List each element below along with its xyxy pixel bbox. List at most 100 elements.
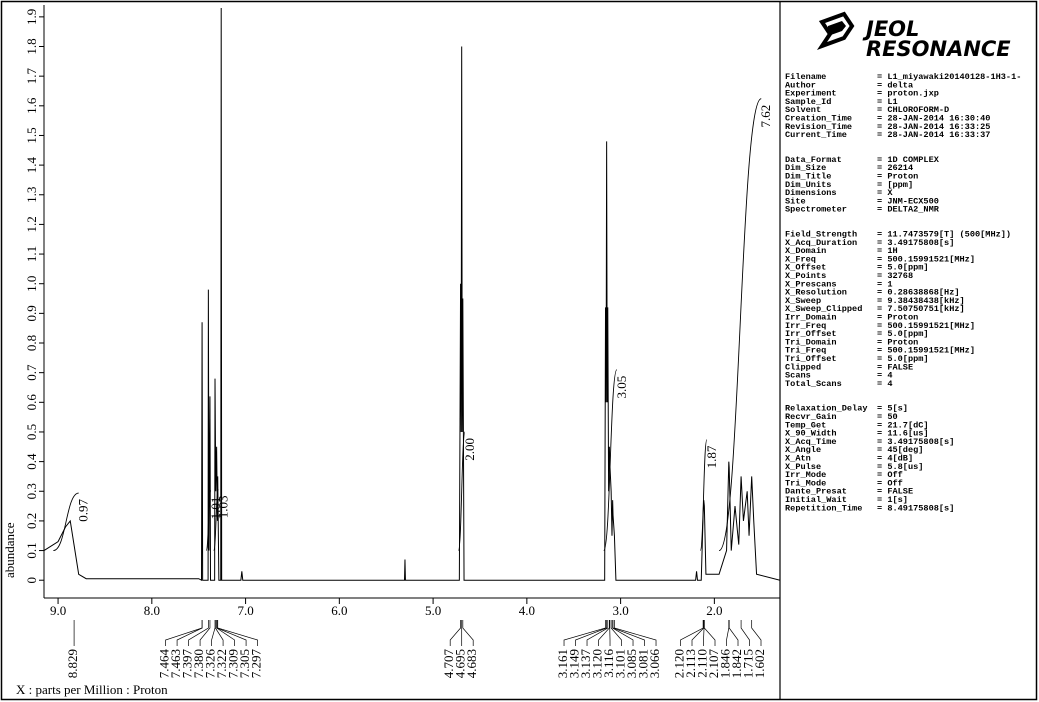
integral-curve bbox=[53, 492, 79, 552]
param-value: = Proton bbox=[877, 337, 918, 347]
peak-connector bbox=[612, 620, 634, 646]
param-value: = 5.8[us] bbox=[877, 462, 923, 472]
param-value: = 1H bbox=[877, 246, 898, 256]
peak-label: 7.397 bbox=[180, 649, 195, 679]
param-key: Tri_Offset bbox=[785, 354, 837, 364]
peak-connector bbox=[586, 620, 609, 646]
param-key: Irr_Offset bbox=[785, 329, 837, 339]
param-key: Irr_Mode bbox=[785, 470, 826, 480]
integral-label: 2.00 bbox=[462, 438, 477, 461]
param-value: = 500.15991521[MHz] bbox=[877, 254, 975, 264]
peak-connector bbox=[176, 620, 203, 646]
param-key: Dim_Units bbox=[785, 180, 831, 190]
peak-label: 7.463 bbox=[168, 649, 183, 678]
param-key: Creation_Time bbox=[785, 114, 852, 124]
y-tick-label: 0.9 bbox=[24, 305, 39, 321]
param-value: = proton.jxp bbox=[877, 89, 939, 99]
param-value: = 28-JAN-2014 16:33:37 bbox=[877, 130, 990, 140]
y-tick-label: 0.6 bbox=[24, 394, 39, 411]
param-value: = 26214 bbox=[877, 163, 913, 173]
integral-curve bbox=[603, 369, 618, 552]
param-value: = L1 bbox=[877, 97, 898, 107]
peak-connector bbox=[563, 620, 606, 646]
y-tick-label: 0.2 bbox=[24, 513, 39, 529]
integral-curve bbox=[205, 490, 212, 552]
param-key: Sample_Id bbox=[785, 97, 831, 107]
param-value: = delta bbox=[877, 80, 913, 90]
param-key: Solvent bbox=[785, 105, 821, 115]
logo-text: JEOL bbox=[862, 17, 919, 41]
peak-label: 3.085 bbox=[624, 649, 639, 678]
y-tick-label: 1.1 bbox=[24, 246, 39, 262]
param-key: X_Sweep bbox=[785, 296, 821, 306]
peak-connector bbox=[216, 620, 235, 646]
param-key: X_Acq_Time bbox=[785, 437, 837, 447]
peak-connector bbox=[614, 620, 657, 646]
param-key: Tri_Freq bbox=[785, 346, 826, 356]
peak-label: 4.707 bbox=[441, 649, 456, 679]
peak-connector bbox=[680, 620, 704, 646]
param-key: Spectrometer bbox=[785, 205, 847, 215]
x-axis-title: X : parts per Million : Proton bbox=[16, 682, 168, 697]
param-key: Dim_Size bbox=[785, 163, 826, 173]
param-value: = 9.38438438[kHz] bbox=[877, 296, 965, 306]
peak-connector bbox=[598, 620, 610, 646]
x-tick-label: 2.0 bbox=[706, 603, 722, 618]
integral-label: 0.97 bbox=[76, 499, 91, 522]
peak-connector bbox=[751, 620, 762, 646]
peak-label: 3.066 bbox=[647, 649, 662, 679]
param-value: = JNM-ECX500 bbox=[877, 196, 939, 206]
peak-connector bbox=[610, 620, 622, 646]
param-key: X_Resolution bbox=[785, 288, 847, 298]
param-key: Data_Format bbox=[785, 155, 842, 165]
x-tick-label: 7.0 bbox=[237, 603, 253, 618]
param-key: X_90_Width bbox=[785, 429, 837, 439]
integral-curve bbox=[213, 489, 219, 552]
y-tick-label: 1.9 bbox=[24, 9, 39, 25]
param-value: = 45[deg] bbox=[877, 445, 923, 455]
peak-label: 3.120 bbox=[590, 649, 605, 678]
param-key: Revision_Time bbox=[785, 122, 852, 132]
y-tick-label: 1.3 bbox=[24, 187, 39, 203]
param-key: X_Atn bbox=[785, 454, 811, 464]
peak-connector bbox=[165, 620, 203, 646]
y-tick-label: 0.7 bbox=[24, 364, 39, 381]
peak-label: 8.829 bbox=[65, 649, 80, 678]
peak-label: 1.602 bbox=[752, 649, 767, 678]
param-key: Current_Time bbox=[785, 130, 847, 140]
x-tick-label: 6.0 bbox=[331, 603, 347, 618]
x-tick-label: 9.0 bbox=[50, 603, 66, 618]
y-tick-label: 0.3 bbox=[24, 483, 39, 499]
peak-connector bbox=[199, 620, 211, 646]
integral-label: 1.87 bbox=[704, 445, 719, 468]
logo-icon bbox=[828, 21, 846, 36]
spectrum-line bbox=[43, 7, 781, 582]
param-value: = 21.7[dC] bbox=[877, 420, 929, 430]
peak-connector bbox=[728, 620, 739, 646]
param-value: = Proton bbox=[877, 313, 918, 323]
param-value: = 5.0[ppm] bbox=[877, 354, 929, 364]
peak-label: 1.846 bbox=[717, 649, 732, 679]
peak-label: 7.309 bbox=[226, 649, 241, 678]
peak-connector bbox=[703, 620, 716, 646]
peak-label: 3.101 bbox=[613, 649, 628, 678]
param-value: = 5.0[ppm] bbox=[877, 263, 929, 273]
param-value: = [ppm] bbox=[877, 180, 913, 190]
param-value: = 0.28638868[Hz] bbox=[877, 288, 960, 298]
param-value: = CHLOROFORM-D bbox=[877, 105, 949, 115]
logo: JEOL RESONANCE bbox=[816, 11, 1011, 61]
param-value: = 5.0[ppm] bbox=[877, 329, 929, 339]
peak-label: 4.695 bbox=[453, 649, 468, 678]
param-value: = FALSE bbox=[877, 487, 913, 497]
y-tick-label: 0.5 bbox=[24, 424, 39, 440]
param-value: = 3.49175808[s] bbox=[877, 238, 954, 248]
peak-connector bbox=[188, 620, 209, 646]
param-key: X_Angle bbox=[785, 445, 821, 455]
param-value: = 4 bbox=[877, 379, 892, 389]
param-value: = 500.15991521[MHz] bbox=[877, 346, 975, 356]
peak-label: 3.116 bbox=[601, 649, 616, 678]
param-value: = 4 bbox=[877, 371, 892, 381]
param-key: Site bbox=[785, 196, 806, 206]
param-key: Author bbox=[785, 80, 816, 90]
param-value: = 7.50750751[kHz] bbox=[877, 304, 965, 314]
